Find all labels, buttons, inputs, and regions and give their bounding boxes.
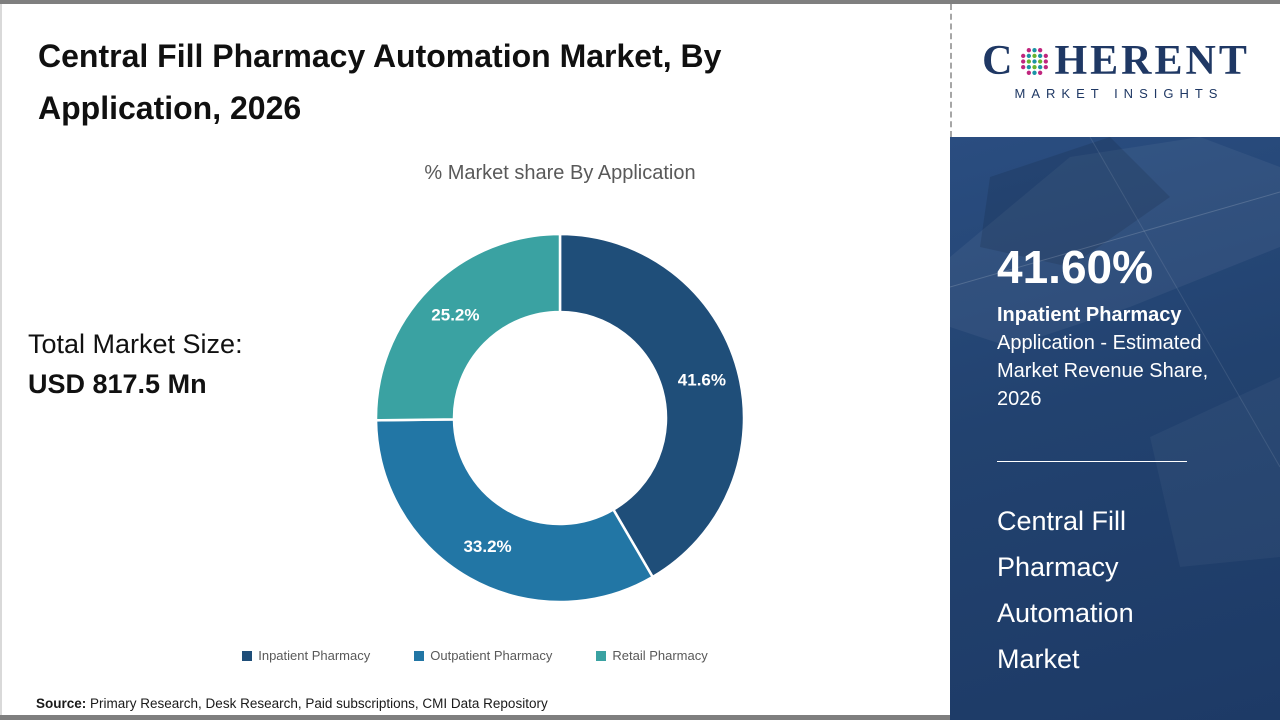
brand-logo: C HERENT MARKET INSIGHTS [950, 4, 1280, 137]
legend-label: Outpatient Pharmacy [430, 648, 553, 663]
legend-item-1: Inpatient Pharmacy [242, 648, 370, 663]
source-label: Source: [36, 696, 87, 711]
sidebar-panel: 41.60% Inpatient Pharmacy Application - … [950, 137, 1280, 720]
segment-data-label-2: 33.2% [463, 537, 511, 556]
legend-swatch-icon [242, 650, 253, 661]
segment-data-label-3: 25.2% [431, 306, 479, 325]
donut-chart-svg: 41.6% 33.2% 25.2% [374, 232, 746, 604]
map-texture [950, 137, 1280, 567]
highlight-stat-description: Application - Estimated Market Revenue S… [997, 332, 1209, 410]
brand-letter-c: C [982, 38, 1016, 84]
globe-dots-icon [1021, 47, 1049, 75]
source-text: Primary Research, Desk Research, Paid su… [90, 696, 548, 711]
chart-subtitle: % Market share By Application [424, 162, 696, 184]
main-content: Central Fill Pharmacy Automation Market,… [0, 4, 950, 720]
sidebar-market-name: Central Fill Pharmacy Automation Market [997, 506, 1134, 674]
highlight-stat-segment: Inpatient Pharmacy [997, 304, 1182, 326]
divider-line [997, 461, 1187, 462]
donut-segment-3 [374, 232, 562, 422]
market-size-value: USD 817.5 Mn [28, 369, 207, 399]
legend-label: Inpatient Pharmacy [258, 648, 371, 663]
market-size-label: Total Market Size: [28, 329, 243, 359]
legend-swatch-icon [596, 650, 607, 661]
segment-data-label-1: 41.6% [678, 371, 726, 390]
brand-name: C HERENT [982, 40, 1250, 82]
sidebar: C HERENT MARKET INSIGHTS [950, 4, 1280, 720]
legend-swatch-icon [414, 650, 425, 661]
source-note: Source: Primary Research, Desk Research,… [36, 696, 548, 711]
left-edge-border [0, 4, 2, 720]
total-market-size: Total Market Size: USD 817.5 Mn [28, 324, 243, 404]
highlight-stat-value: 41.60% [997, 241, 1154, 293]
bottom-bar [0, 715, 950, 720]
donut-segment-2 [374, 418, 655, 604]
brand-name-rest: HERENT [1054, 38, 1250, 84]
page-title: Central Fill Pharmacy Automation Market,… [38, 38, 722, 126]
sidebar-content: 41.60% Inpatient Pharmacy Application - … [997, 137, 1235, 682]
chart-legend: Inpatient Pharmacy Outpatient Pharmacy Ret… [0, 648, 950, 663]
donut-chart: 41.6% 33.2% 25.2% [374, 232, 746, 604]
brand-tagline: MARKET INSIGHTS [1014, 86, 1224, 101]
donut-segment-1 [558, 232, 746, 579]
legend-item-3: Retail Pharmacy [596, 648, 708, 663]
legend-label: Retail Pharmacy [612, 648, 708, 663]
legend-item-2: Outpatient Pharmacy [414, 648, 552, 663]
